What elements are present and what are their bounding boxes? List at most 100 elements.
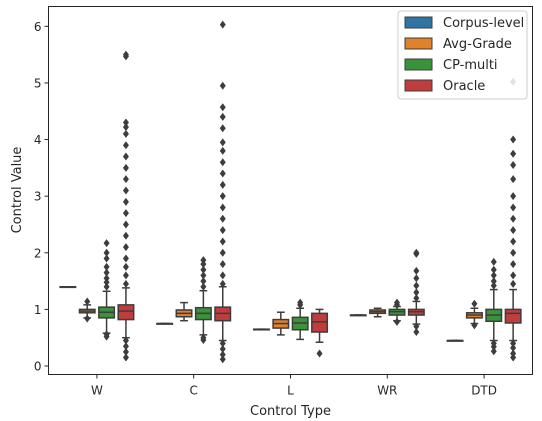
outlier-point bbox=[103, 262, 110, 271]
outlier-point bbox=[103, 274, 110, 283]
box-corpus-level-dtd bbox=[446, 339, 464, 342]
y-axis-label: Control Value bbox=[10, 147, 25, 234]
box-cp-multi-w bbox=[98, 239, 116, 341]
outlier-point bbox=[219, 355, 226, 364]
outlier-point bbox=[510, 248, 517, 257]
outlier-point bbox=[122, 243, 129, 252]
outlier-point bbox=[103, 268, 110, 277]
outlier-point bbox=[219, 226, 226, 235]
outlier-point bbox=[219, 103, 226, 112]
outlier-point bbox=[393, 317, 400, 326]
outlier-point bbox=[122, 353, 129, 362]
box-corpus-level-l bbox=[252, 328, 270, 331]
box-iqr bbox=[504, 308, 522, 324]
outlier-point bbox=[510, 339, 517, 348]
outlier-point bbox=[219, 345, 226, 354]
boxes-layer bbox=[59, 20, 522, 364]
outlier-point bbox=[413, 294, 420, 303]
box-avg-grade-wr bbox=[369, 307, 387, 318]
outlier-point bbox=[219, 192, 226, 201]
outlier-point bbox=[510, 192, 517, 201]
box-iqr bbox=[311, 312, 329, 333]
outlier-point bbox=[219, 248, 226, 257]
box-oracle-dtd bbox=[504, 77, 522, 362]
y-tick-label: 1 bbox=[34, 303, 42, 317]
outlier-point bbox=[122, 220, 129, 229]
box-cp-multi-l bbox=[291, 298, 309, 341]
outlier-point bbox=[219, 180, 226, 189]
plot-area bbox=[48, 6, 533, 375]
legend-swatch bbox=[404, 79, 433, 92]
outlier-point bbox=[84, 297, 91, 306]
outlier-point bbox=[219, 138, 226, 147]
x-axis: W C L WR DTD bbox=[91, 374, 497, 398]
legend-swatch bbox=[404, 58, 433, 71]
outlier-point bbox=[122, 254, 129, 263]
y-tick-label: 3 bbox=[34, 190, 42, 204]
outlier-point bbox=[122, 342, 129, 351]
outlier-point bbox=[122, 123, 129, 132]
y-tick-label: 4 bbox=[34, 133, 42, 147]
legend-label: Oracle bbox=[443, 79, 485, 94]
outlier-point bbox=[122, 129, 129, 138]
outlier-point bbox=[122, 50, 129, 59]
outlier-point bbox=[200, 256, 207, 265]
outlier-point bbox=[200, 282, 207, 291]
outlier-point bbox=[219, 271, 226, 280]
x-tick-label: WR bbox=[377, 384, 397, 398]
outlier-point bbox=[219, 279, 226, 288]
outlier-point bbox=[200, 265, 207, 274]
outlier-point bbox=[490, 265, 497, 274]
outlier-point bbox=[510, 214, 517, 223]
outlier-point bbox=[393, 298, 400, 307]
box-corpus-level-wr bbox=[349, 314, 367, 317]
outlier-point bbox=[510, 279, 517, 288]
outlier-point bbox=[413, 288, 420, 297]
x-tick-label: C bbox=[190, 384, 198, 398]
outlier-point bbox=[122, 141, 129, 150]
legend-swatch bbox=[404, 16, 433, 29]
box-avg-grade-c bbox=[175, 301, 193, 322]
outlier-point bbox=[413, 266, 420, 275]
outlier-point bbox=[510, 175, 517, 184]
outlier-point bbox=[219, 81, 226, 90]
outlier-point bbox=[103, 330, 110, 339]
outlier-point bbox=[122, 186, 129, 195]
outlier-point bbox=[122, 175, 129, 184]
legend-swatch bbox=[404, 37, 433, 50]
outlier-point bbox=[219, 203, 226, 212]
outlier-point bbox=[122, 279, 129, 288]
outlier-point bbox=[122, 271, 129, 280]
outlier-point bbox=[122, 152, 129, 161]
outlier-point bbox=[219, 20, 226, 29]
y-axis: 0 1 2 3 4 5 6 bbox=[34, 20, 49, 374]
outlier-point bbox=[122, 336, 129, 345]
outlier-point bbox=[200, 277, 207, 286]
outlier-point bbox=[219, 339, 226, 348]
outlier-point bbox=[510, 353, 517, 362]
legend: Corpus-level Avg-Grade CP-multi Oracle bbox=[397, 10, 528, 100]
outlier-point bbox=[510, 237, 517, 246]
box-avg-grade-w bbox=[78, 297, 96, 323]
outlier-point bbox=[122, 347, 129, 356]
outlier-point bbox=[413, 328, 420, 337]
outlier-point bbox=[84, 314, 91, 323]
outlier-point bbox=[103, 239, 110, 248]
outlier-point bbox=[490, 347, 497, 356]
outlier-point bbox=[219, 260, 226, 269]
outlier-point bbox=[103, 254, 110, 263]
box-oracle-l bbox=[311, 308, 329, 358]
legend-label: Avg-Grade bbox=[443, 37, 512, 52]
outlier-point bbox=[490, 271, 497, 280]
outlier-point bbox=[316, 349, 323, 358]
legend-label: Corpus-level bbox=[443, 16, 524, 31]
box-corpus-level-c bbox=[156, 322, 174, 325]
outlier-point bbox=[122, 197, 129, 206]
outlier-point bbox=[297, 298, 304, 307]
outlier-point bbox=[219, 124, 226, 133]
box-iqr bbox=[117, 304, 135, 321]
box-avg-grade-dtd bbox=[465, 299, 483, 330]
y-tick-label: 6 bbox=[34, 20, 42, 34]
outlier-point bbox=[219, 158, 226, 167]
